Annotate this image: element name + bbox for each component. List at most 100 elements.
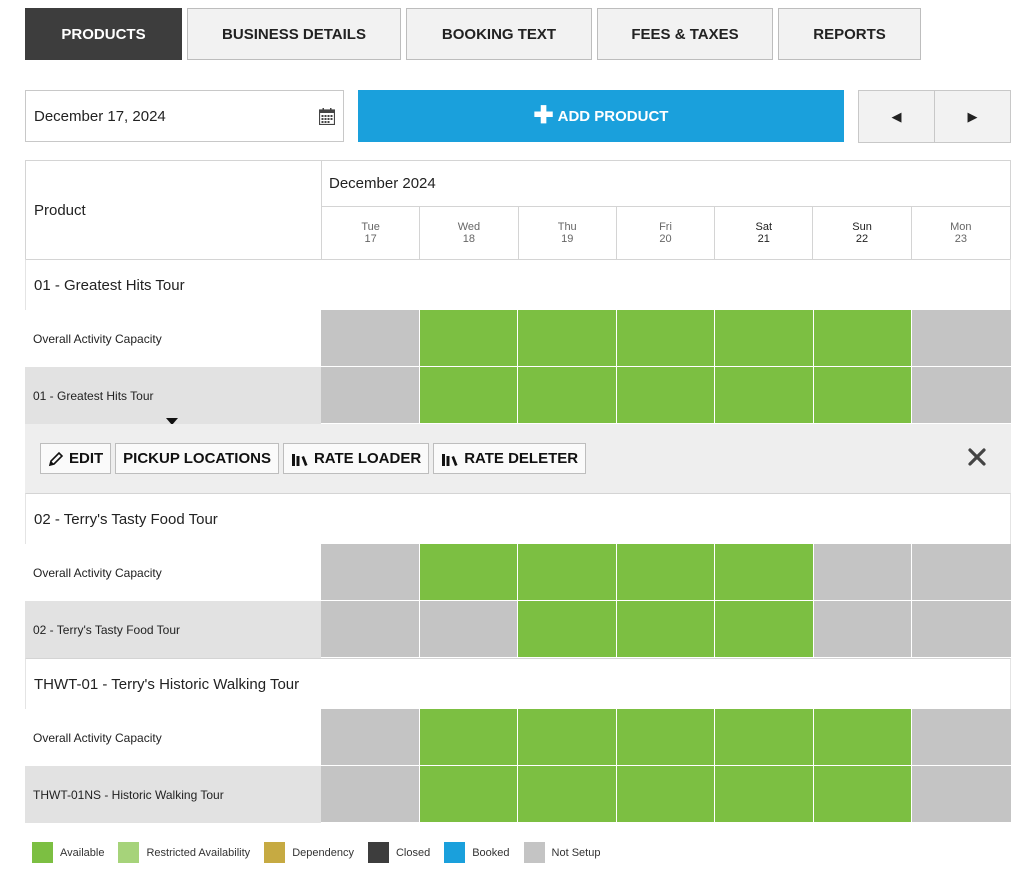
availability-cell[interactable] — [419, 766, 518, 823]
books-icon — [291, 453, 308, 466]
caret-down-icon — [166, 418, 178, 425]
availability-cell[interactable] — [321, 310, 420, 367]
availability-cell[interactable] — [616, 766, 715, 823]
product-column-header: Product — [26, 161, 322, 259]
availability-cell[interactable] — [813, 601, 912, 658]
close-icon[interactable] — [965, 445, 989, 469]
availability-cell[interactable] — [912, 544, 1011, 601]
availability-cell[interactable] — [616, 367, 715, 424]
month-header: December 2024 — [322, 161, 1010, 207]
legend-item: Not Setup — [523, 842, 600, 863]
date-picker-input[interactable]: December 17, 2024 — [25, 90, 344, 142]
tab-fees-taxes[interactable]: FEES & TAXES — [597, 8, 773, 60]
product-group-title[interactable]: 01 - Greatest Hits Tour — [25, 259, 1011, 310]
product-row: 02 - Terry's Tasty Food Tour — [25, 601, 1011, 658]
availability-cell[interactable] — [715, 601, 814, 658]
row-label: Overall Activity Capacity — [33, 565, 162, 580]
product-group-title[interactable]: 02 - Terry's Tasty Food Tour — [25, 493, 1011, 544]
grid-header: Product December 2024 Tue 17 Wed 18 Thu 19 … — [25, 160, 1011, 259]
row-label[interactable]: 01 - Greatest Hits Tour — [25, 367, 321, 425]
prev-week-button[interactable]: ◀ — [858, 90, 935, 143]
legend-item: Dependency — [264, 842, 354, 863]
availability-grid: Product December 2024 Tue 17 Wed 18 Thu 19 … — [25, 160, 1011, 823]
availability-cell[interactable] — [419, 709, 518, 766]
availability-cell[interactable] — [912, 310, 1011, 367]
availability-cell[interactable] — [912, 709, 1011, 766]
availability-cell[interactable] — [715, 367, 814, 424]
day-headers: Tue 17 Wed 18 Thu 19 Fri 20 Sat 21 Sun 22 Mon 2… — [322, 207, 1010, 259]
calendar-icon[interactable] — [319, 108, 335, 125]
availability-cell[interactable] — [321, 544, 420, 601]
availability-cell[interactable] — [518, 709, 617, 766]
availability-cell[interactable] — [912, 601, 1011, 658]
day-header: Sun 22 — [813, 207, 912, 259]
edit-label: EDIT — [69, 450, 104, 467]
legend-swatch — [118, 842, 140, 863]
availability-cell[interactable] — [419, 544, 518, 601]
availability-cell[interactable] — [616, 601, 715, 658]
row-label[interactable]: THWT-01NS - Historic Walking Tour — [25, 766, 321, 823]
legend-item: Restricted Availability — [118, 842, 250, 863]
day-header: Mon 23 — [950, 221, 972, 245]
legend: Available Restricted Availability Depend… — [32, 842, 614, 863]
availability-cell[interactable] — [321, 601, 420, 658]
availability-cell[interactable] — [715, 766, 814, 823]
product-row: 01 - Greatest Hits Tour — [25, 367, 1011, 425]
availability-cell[interactable] — [518, 367, 617, 424]
day-header: Fri 20 — [617, 207, 716, 259]
row-label: Overall Activity Capacity — [33, 730, 162, 745]
availability-cell[interactable] — [715, 310, 814, 367]
availability-cell[interactable] — [616, 544, 715, 601]
availability-cell[interactable] — [813, 310, 912, 367]
availability-cell[interactable] — [419, 367, 518, 424]
add-product-label: ADD PRODUCT — [557, 107, 669, 125]
availability-cell[interactable] — [419, 601, 518, 658]
capacity-row: Overall Activity Capacity — [25, 709, 1011, 766]
legend-item: Closed — [367, 842, 430, 863]
row-label[interactable]: 02 - Terry's Tasty Food Tour — [25, 601, 321, 658]
tab-products[interactable]: PRODUCTS — [25, 8, 182, 60]
legend-item: Available — [32, 842, 104, 863]
tab-reports[interactable]: REPORTS — [778, 8, 921, 60]
rate-loader-label: RATE LOADER — [313, 450, 422, 467]
availability-cell[interactable] — [813, 766, 912, 823]
triangle-left-icon: ◀ — [891, 108, 902, 124]
availability-cell[interactable] — [321, 709, 420, 766]
pickup-locations-button[interactable]: PICKUP LOCATIONS — [115, 443, 279, 474]
tab-booking-text[interactable]: BOOKING TEXT — [406, 8, 592, 60]
row-label: Overall Activity Capacity — [33, 331, 162, 346]
availability-cell[interactable] — [813, 544, 912, 601]
product-group-title[interactable]: THWT-01 - Terry's Historic Walking Tour — [25, 658, 1011, 709]
main-tabs: PRODUCTS BUSINESS DETAILS BOOKING TEXT F… — [25, 8, 926, 60]
availability-cell[interactable] — [715, 709, 814, 766]
product-action-bar: EDIT PICKUP LOCATIONS RATE LOADER RATE D… — [25, 424, 1011, 493]
day-header: Wed 18 — [420, 207, 519, 259]
availability-cell[interactable] — [518, 601, 617, 658]
rate-loader-button[interactable]: RATE LOADER — [282, 443, 430, 474]
add-product-button[interactable]: ✚ ADD PRODUCT — [358, 90, 844, 142]
books-icon — [442, 453, 458, 466]
rate-deleter-button[interactable]: RATE DELETER — [433, 443, 587, 474]
plus-icon: ✚ — [533, 102, 554, 129]
availability-cell[interactable] — [518, 766, 617, 823]
availability-cell[interactable] — [813, 367, 912, 424]
availability-cell[interactable] — [321, 766, 420, 823]
next-week-button[interactable]: ▶ — [934, 90, 1011, 143]
availability-cell[interactable] — [715, 544, 814, 601]
day-header: Tue 17 — [322, 207, 421, 259]
edit-button[interactable]: EDIT — [40, 443, 112, 474]
availability-cell[interactable] — [419, 310, 518, 367]
availability-cell[interactable] — [912, 367, 1011, 424]
availability-cell[interactable] — [616, 310, 715, 367]
availability-cell[interactable] — [813, 709, 912, 766]
availability-cell[interactable] — [912, 766, 1011, 823]
triangle-right-icon: ▶ — [967, 108, 978, 124]
availability-cell[interactable] — [518, 544, 617, 601]
availability-cell[interactable] — [518, 310, 617, 367]
availability-cell[interactable] — [321, 367, 420, 424]
rate-deleter-label: RATE DELETER — [464, 450, 579, 467]
legend-item: Booked — [444, 842, 510, 863]
tab-business-details[interactable]: BUSINESS DETAILS — [187, 8, 401, 60]
availability-cell[interactable] — [616, 709, 715, 766]
legend-swatch — [367, 842, 389, 863]
